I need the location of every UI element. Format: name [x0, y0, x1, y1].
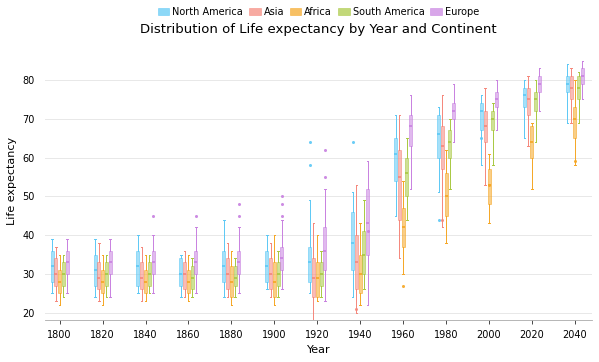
- Bar: [280, 247, 283, 270]
- Bar: [351, 212, 354, 270]
- Bar: [137, 251, 140, 286]
- Bar: [308, 247, 311, 282]
- Bar: [406, 157, 409, 196]
- Bar: [362, 231, 365, 274]
- Bar: [180, 258, 183, 286]
- Bar: [105, 262, 108, 286]
- Bar: [495, 92, 498, 107]
- Bar: [140, 262, 143, 290]
- Bar: [265, 251, 268, 282]
- Bar: [534, 92, 537, 111]
- Bar: [108, 251, 111, 274]
- Bar: [226, 258, 229, 290]
- Bar: [144, 270, 147, 293]
- Bar: [101, 270, 104, 293]
- Bar: [66, 251, 69, 274]
- Bar: [441, 126, 444, 169]
- Bar: [316, 262, 319, 297]
- Bar: [195, 251, 198, 274]
- Bar: [398, 150, 401, 220]
- Bar: [319, 262, 322, 286]
- Bar: [448, 130, 451, 157]
- Bar: [62, 262, 65, 286]
- Bar: [581, 68, 584, 84]
- Bar: [152, 251, 155, 274]
- Bar: [366, 189, 369, 254]
- Bar: [273, 262, 276, 297]
- Bar: [190, 266, 193, 290]
- Bar: [394, 138, 397, 181]
- Bar: [183, 262, 186, 290]
- Bar: [187, 270, 190, 293]
- Bar: [50, 251, 54, 282]
- Bar: [401, 208, 405, 247]
- Bar: [573, 107, 576, 138]
- Bar: [566, 76, 569, 92]
- Bar: [222, 251, 225, 282]
- Bar: [577, 76, 580, 99]
- Legend: North America, Asia, Africa, South America, Europe: North America, Asia, Africa, South Ameri…: [158, 7, 479, 17]
- X-axis label: Year: Year: [307, 345, 330, 355]
- Bar: [359, 254, 362, 293]
- Bar: [148, 262, 151, 286]
- Bar: [269, 258, 272, 290]
- Bar: [230, 266, 233, 297]
- Bar: [444, 173, 447, 216]
- Bar: [97, 262, 100, 290]
- Bar: [277, 262, 280, 286]
- Bar: [570, 76, 573, 99]
- Bar: [312, 258, 315, 297]
- Title: Distribution of Life expectancy by Year and Continent: Distribution of Life expectancy by Year …: [140, 23, 497, 36]
- Bar: [491, 111, 494, 130]
- Bar: [93, 254, 96, 286]
- Bar: [55, 258, 58, 286]
- Bar: [437, 115, 440, 157]
- Bar: [538, 76, 541, 92]
- Bar: [409, 115, 412, 146]
- Bar: [58, 270, 61, 293]
- Bar: [480, 103, 483, 130]
- Bar: [527, 88, 530, 115]
- Bar: [484, 111, 487, 142]
- Y-axis label: Life expectancy: Life expectancy: [7, 137, 17, 225]
- Bar: [323, 227, 326, 270]
- Bar: [237, 251, 240, 274]
- Bar: [523, 88, 526, 107]
- Bar: [531, 126, 534, 157]
- Bar: [452, 103, 455, 119]
- Bar: [355, 235, 358, 290]
- Bar: [488, 169, 491, 204]
- Bar: [234, 266, 237, 286]
